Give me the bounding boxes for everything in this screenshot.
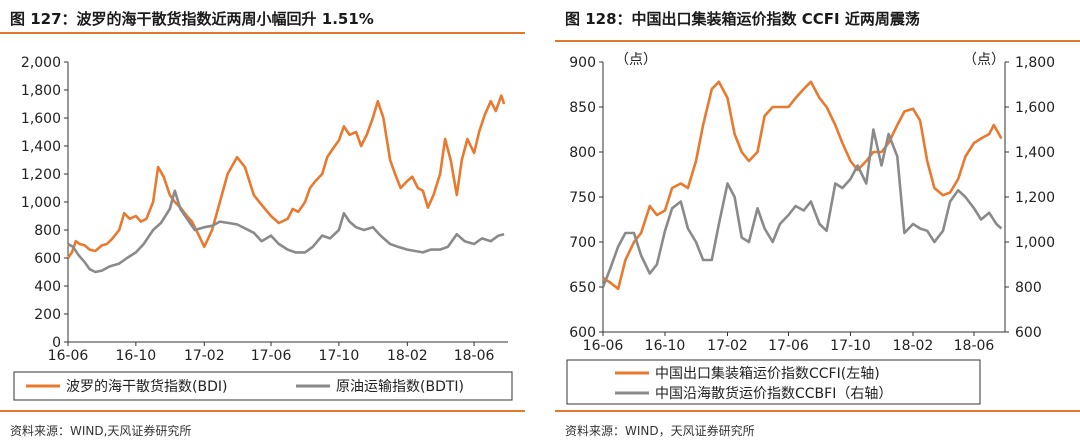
- y-tick-label-right: 1,200: [1015, 190, 1055, 206]
- series-line-2: [67, 189, 505, 274]
- y-tick-label-left: 750: [569, 190, 596, 206]
- x-tick-label: 17-10: [830, 338, 871, 354]
- left-title-rule: [0, 32, 525, 34]
- left-axis-unit: （点）: [615, 52, 657, 68]
- x-tick-label: 18-02: [893, 338, 934, 354]
- series-line-1: [66, 94, 506, 259]
- y-tick-label-left: 600: [569, 325, 596, 341]
- legend-label-2: 中国沿海散货运价指数CCBFI（右轴）: [655, 385, 892, 402]
- y-tick-label-right: 1,000: [1015, 235, 1055, 251]
- right-footer-rule: [555, 410, 1080, 412]
- y-tick-label-left: 850: [569, 100, 596, 116]
- series-line-1: [602, 80, 1003, 291]
- x-tick-label: 16-10: [645, 338, 686, 354]
- x-tick-label: 17-10: [319, 348, 360, 364]
- right-source-note: 资料来源：WIND，天风证券研究所: [565, 424, 755, 438]
- legend-label-2: 原油运输指数(BDTI): [336, 379, 464, 395]
- left-chart-panel: 图 127：波罗的海干散货指数近两周小幅回升 1.51% 0 200 400 600 8…: [0, 0, 525, 447]
- ccfi-ccbfi-chart: 600 650 700 750 800 850 900 600 800 1,000 1,200 1,4…: [566, 52, 1055, 405]
- right-title-rule: [555, 40, 1080, 42]
- y-tick-label-right: 600: [1015, 325, 1042, 341]
- x-tick-label: 16-06: [48, 348, 89, 364]
- left-chart-title: 图 127：波罗的海干散货指数近两周小幅回升 1.51%: [10, 10, 374, 28]
- x-tick-label: 17-06: [768, 338, 809, 354]
- left-source-note: 资料来源：WIND,天风证券研究所: [10, 424, 192, 438]
- y-tick-label-left: 650: [569, 280, 596, 296]
- y-tick-label-left: 800: [569, 145, 596, 161]
- y-tick-label-right: 1,400: [1015, 145, 1055, 161]
- y-tick-label-left: 700: [569, 235, 596, 251]
- y-tick-label-left: 1,200: [21, 167, 61, 183]
- y-tick-label-left: 400: [34, 279, 61, 295]
- legend-label-1: 波罗的海干散货指数(BDI): [66, 378, 227, 395]
- y-tick-label-left: 1,800: [21, 83, 61, 99]
- x-tick-label: 17-02: [184, 348, 225, 364]
- left-footer-rule: [0, 410, 525, 412]
- y-tick-label-left: 900: [569, 55, 596, 71]
- y-tick-label-left: 1,600: [21, 111, 61, 127]
- series-line-2: [601, 128, 1003, 288]
- x-tick-label: 17-06: [251, 348, 292, 364]
- legend-box: [566, 359, 981, 405]
- x-tick-label: 16-06: [583, 338, 624, 354]
- y-tick-label-right: 800: [1015, 280, 1042, 296]
- x-tick-label: 18-06: [954, 338, 995, 354]
- y-tick-label-left: 1,000: [21, 195, 61, 211]
- y-tick-label-right: 1,600: [1015, 100, 1055, 116]
- y-tick-label-left: 0: [52, 335, 61, 351]
- right-chart-title: 图 128：中国出口集装箱运价指数 CCFI 近两周震荡: [565, 10, 920, 28]
- y-tick-label-left: 800: [34, 223, 61, 239]
- legend-label-1: 中国出口集装箱运价指数CCFI(左轴): [655, 365, 880, 382]
- x-tick-label: 17-02: [707, 338, 748, 354]
- y-tick-label-left: 1,400: [21, 139, 61, 155]
- right-axis-unit: （点）: [963, 52, 1005, 68]
- x-tick-label: 18-06: [454, 348, 495, 364]
- y-tick-label-right: 1,800: [1015, 55, 1055, 71]
- bdi-bdti-chart: 0 200 400 600 800 1,000 1,200 1,400 1,600 1,800 2,…: [13, 55, 513, 401]
- x-tick-label: 16-10: [116, 348, 157, 364]
- right-chart-panel: 图 128：中国出口集装箱运价指数 CCFI 近两周震荡 600 650 700 75…: [555, 0, 1080, 447]
- x-tick-label: 18-02: [387, 348, 428, 364]
- y-tick-label-left: 200: [34, 307, 61, 323]
- y-tick-label-left: 2,000: [21, 55, 61, 71]
- y-tick-label-left: 600: [34, 251, 61, 267]
- legend-box: [13, 371, 513, 401]
